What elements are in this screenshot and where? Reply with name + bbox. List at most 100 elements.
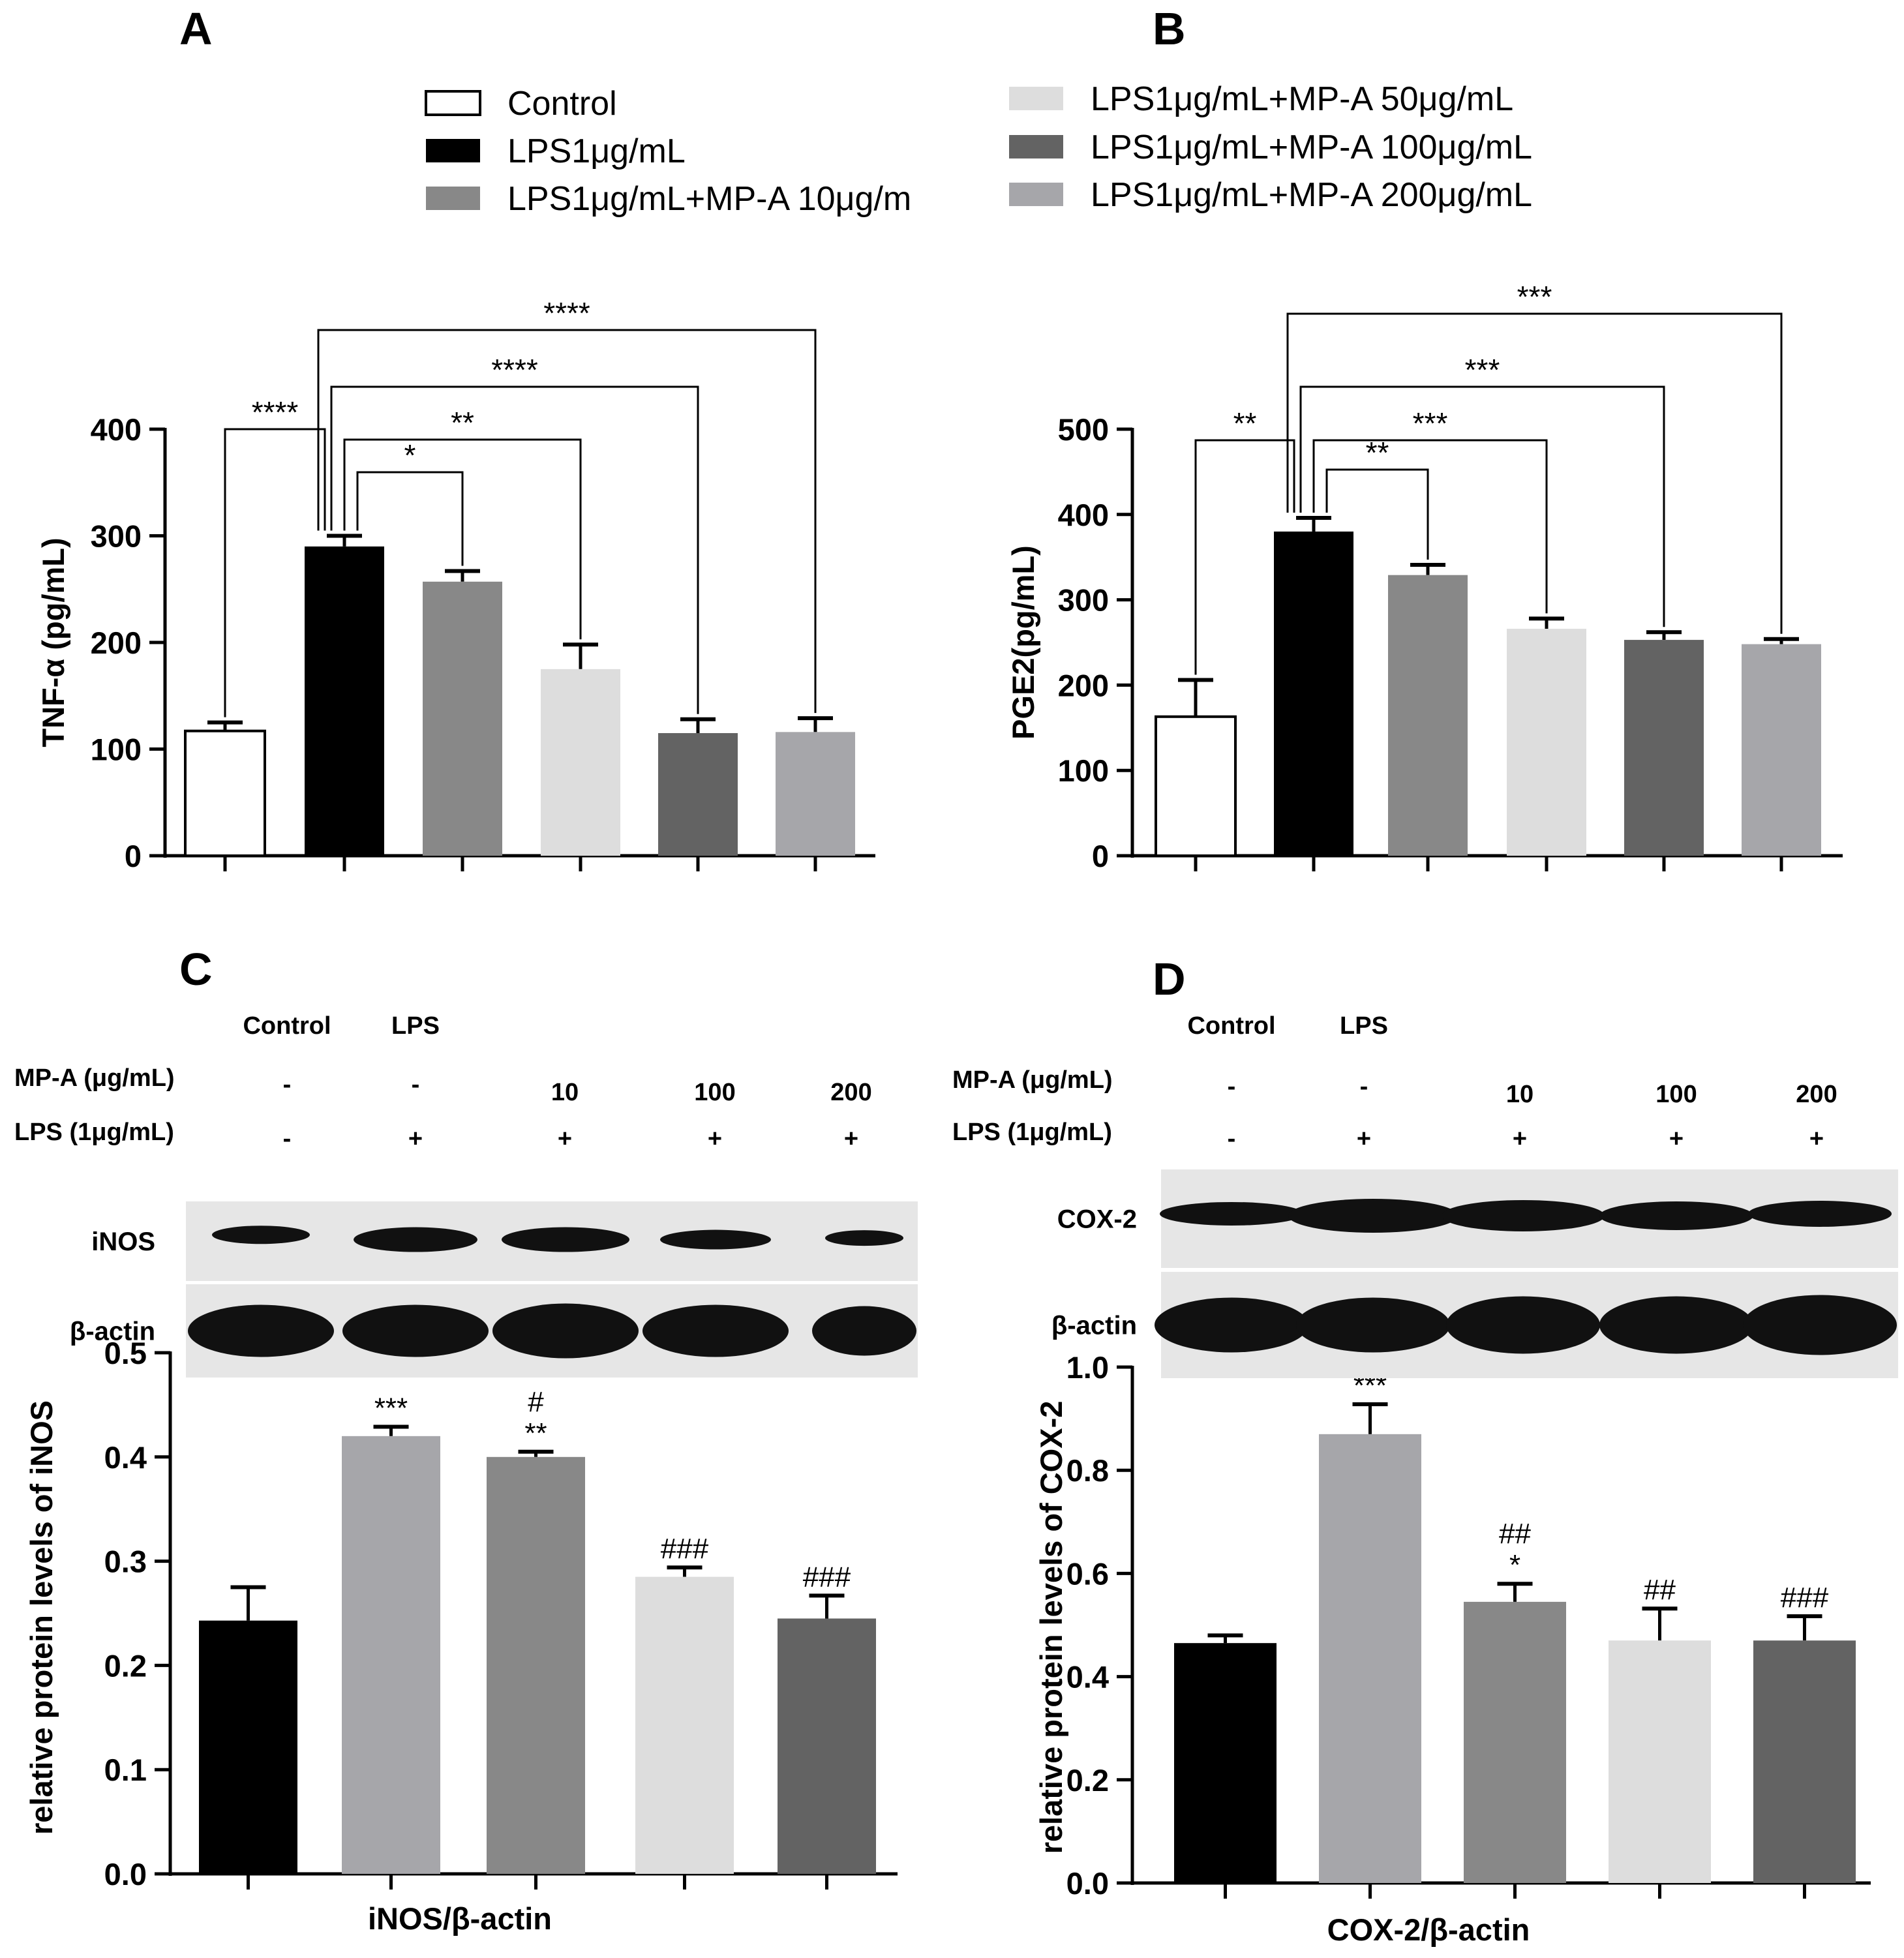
x-axis-label-c: iNOS/β-actin (368, 1901, 552, 1936)
legend-label-6: LPS1μg/mL+MP-A 200μg/mL (1091, 176, 1532, 214)
y-axis-label-b: PGE2(pg/mL) (1006, 545, 1040, 740)
blot-band-d-0-2 (1442, 1199, 1605, 1231)
y-tick-label-d-2: 0.4 (1066, 1660, 1109, 1694)
y-tick-label-b-3: 300 (1058, 583, 1109, 618)
blot-band-label-c-0: iNOS (91, 1228, 155, 1256)
sig-bracket-a-0 (224, 428, 326, 717)
panel-label-a: A (179, 3, 213, 54)
blot-panel-c: Control LPS MP-A (μg/mL) - - 10 100 200 LPS (1μg… (14, 1012, 918, 1378)
blot-cell-d-1-1: + (1357, 1125, 1371, 1152)
blot-cell-d-1-4: + (1809, 1125, 1824, 1152)
y-tick-label-a-3: 300 (91, 519, 142, 554)
bar-a-2 (423, 581, 502, 856)
sig-bracket-a-1 (356, 471, 464, 566)
blot-band-c-0-2 (502, 1227, 629, 1252)
y-tick-label-b-2: 200 (1058, 668, 1109, 702)
y-tick-label-d-1: 0.2 (1066, 1763, 1109, 1798)
y-tick-label-a-0: 0 (125, 839, 142, 873)
annotation-c-3-0: ### (661, 1533, 709, 1565)
bar-b-1 (1274, 531, 1353, 856)
legend-label-5: LPS1μg/mL+MP-A 100μg/mL (1091, 128, 1532, 166)
y-tick-label-c-3: 0.3 (104, 1544, 147, 1579)
sig-label-b-0: ** (1233, 406, 1257, 440)
blot-cell-c-1-4: + (844, 1125, 858, 1152)
blot-band-c-1-2 (492, 1303, 639, 1359)
blot-row-label-d-0: MP-A (μg/mL) (952, 1066, 1113, 1094)
blot-band-d-1-4 (1743, 1295, 1897, 1355)
blot-band-c-0-1 (354, 1227, 477, 1252)
annotation-d-2-0: ## (1499, 1518, 1531, 1550)
bar-c-2 (487, 1456, 585, 1874)
blot-band-d-0-0 (1160, 1201, 1303, 1226)
bar-a-3 (541, 669, 620, 856)
annotation-d-3-0: ## (1644, 1574, 1676, 1606)
blot-cell-c-0-1: - (412, 1071, 420, 1098)
panel-label-c: C (179, 944, 213, 995)
blot-cell-d-0-3: 100 (1655, 1081, 1697, 1108)
blot-cell-c-1-0: - (283, 1125, 292, 1152)
blot-cell-c-0-3: 100 (694, 1079, 735, 1106)
y-tick-label-b-4: 400 (1058, 498, 1109, 532)
blot-band-d-1-0 (1155, 1297, 1308, 1353)
blot-cell-c-1-1: + (408, 1125, 423, 1152)
chart-d: 0.0 0.2 0.4 0.6 0.8 1.0 relative protein level… (1034, 1350, 1871, 1947)
legend-swatch-4 (1009, 87, 1063, 110)
blot-cell-c-0-0: - (283, 1071, 292, 1098)
chart-c: 0.0 0.1 0.2 0.3 0.4 0.5 relative protein level… (24, 1336, 898, 1936)
blot-band-c-1-1 (342, 1304, 489, 1357)
blot-band-d-0-1 (1288, 1198, 1458, 1233)
blot-row-label-c-1: LPS (1μg/mL) (14, 1119, 174, 1146)
y-tick-label-c-0: 0.0 (104, 1857, 147, 1891)
y-tick-label-a-1: 100 (91, 732, 142, 767)
blot-band-d-1-1 (1296, 1297, 1450, 1353)
bar-c-0 (199, 1620, 297, 1874)
blot-panel-d: Control LPS MP-A (μg/mL) - - 10 100 200 LPS (1μg… (952, 1012, 1898, 1378)
sig-bracket-a-2 (343, 438, 582, 640)
blot-band-c-0-0 (212, 1226, 310, 1244)
blot-header-c-0: Control (243, 1012, 331, 1040)
blot-cell-d-0-0: - (1228, 1073, 1236, 1100)
sig-bracket-b-1 (1325, 468, 1429, 560)
blot-cell-d-0-4: 200 (1796, 1081, 1837, 1108)
sig-label-a-2: ** (451, 406, 474, 440)
blot-band-d-0-4 (1748, 1200, 1892, 1227)
blot-band-c-0-4 (825, 1230, 903, 1246)
legend-swatch-2 (426, 139, 480, 162)
blot-cell-c-0-2: 10 (551, 1079, 579, 1106)
sig-label-b-1: ** (1366, 436, 1389, 470)
y-tick-label-d-4: 0.8 (1066, 1453, 1109, 1488)
bar-d-1 (1319, 1434, 1421, 1883)
legend-label-2: LPS1μg/mL (507, 132, 686, 170)
annotation-d-2-1: * (1509, 1549, 1520, 1581)
legend-label-4: LPS1μg/mL+MP-A 50μg/mL (1091, 80, 1513, 118)
sig-bracket-a-4 (317, 329, 817, 714)
blot-band-d-0-3 (1599, 1201, 1753, 1230)
bar-c-3 (635, 1576, 734, 1874)
blot-cell-d-1-0: - (1228, 1125, 1236, 1152)
bar-c-1 (342, 1436, 440, 1874)
y-axis-label-a: TNF-α (pg/mL) (36, 537, 70, 747)
bar-b-4 (1624, 640, 1704, 856)
y-tick-label-c-4: 0.4 (104, 1440, 147, 1475)
y-tick-label-d-0: 0.0 (1066, 1866, 1109, 1901)
sig-label-a-1: * (404, 438, 416, 472)
blot-band-d-1-3 (1599, 1296, 1753, 1354)
blot-band-c-1-0 (188, 1304, 334, 1357)
blot-row-label-c-0: MP-A (μg/mL) (14, 1064, 175, 1092)
legend-swatch-6 (1009, 183, 1063, 206)
blot-cell-c-0-4: 200 (830, 1079, 871, 1106)
sig-bracket-a-3 (330, 385, 699, 714)
annotation-d-4-0: ### (1781, 1582, 1829, 1614)
sig-bracket-b-3 (1299, 385, 1665, 627)
y-tick-label-b-5: 500 (1058, 412, 1109, 447)
blot-band-c-0-3 (660, 1229, 771, 1250)
blot-row-label-d-1: LPS (1μg/mL) (952, 1119, 1112, 1146)
blot-band-c-1-4 (812, 1306, 916, 1356)
bar-b-5 (1742, 644, 1821, 856)
y-tick-label-c-2: 0.2 (104, 1648, 147, 1683)
blot-cell-d-0-2: 10 (1506, 1081, 1534, 1108)
panel-label-b: B (1153, 3, 1186, 54)
y-tick-label-d-3: 0.6 (1066, 1556, 1109, 1591)
bar-b-3 (1507, 629, 1586, 856)
